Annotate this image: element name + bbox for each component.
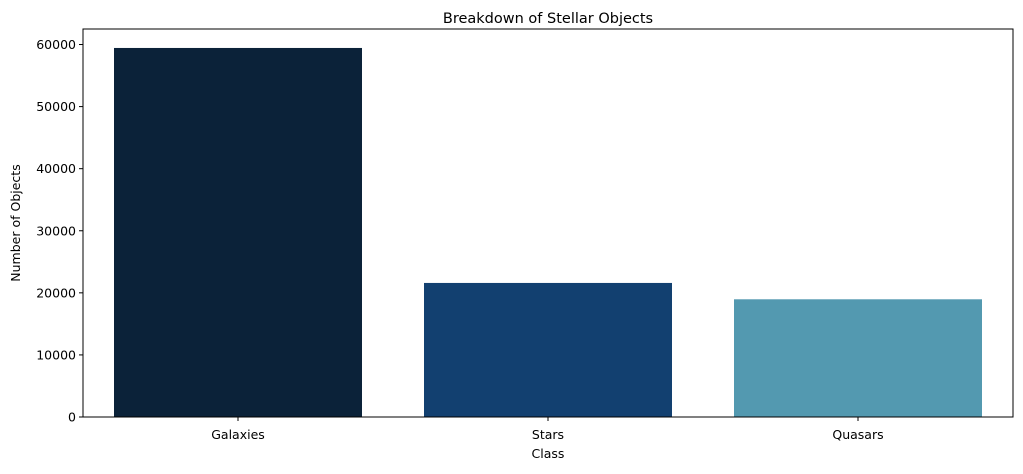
x-axis-label: Class bbox=[532, 446, 565, 461]
y-tick-label: 50000 bbox=[36, 99, 76, 114]
x-tick-label: Stars bbox=[532, 427, 564, 442]
bars bbox=[114, 47, 982, 417]
chart-title: Breakdown of Stellar Objects bbox=[443, 11, 653, 27]
bar-quasars bbox=[734, 299, 982, 417]
bar-stars bbox=[424, 282, 672, 417]
y-axis-ticks: 0 10000 20000 30000 40000 50000 60000 bbox=[36, 37, 83, 425]
x-axis-ticks: Galaxies Stars Quasars bbox=[211, 417, 884, 442]
bar-galaxies bbox=[114, 47, 362, 417]
y-axis-label: Number of Objects bbox=[8, 164, 23, 281]
y-tick-label: 10000 bbox=[36, 347, 76, 362]
y-tick-label: 20000 bbox=[36, 285, 76, 300]
y-tick-label: 30000 bbox=[36, 223, 76, 238]
y-tick-label: 60000 bbox=[36, 37, 76, 52]
x-tick-label: Galaxies bbox=[211, 427, 265, 442]
y-tick-label: 0 bbox=[68, 410, 76, 425]
y-tick-label: 40000 bbox=[36, 161, 76, 176]
plot-frame bbox=[82, 28, 1014, 418]
x-tick-label: Quasars bbox=[832, 427, 883, 442]
